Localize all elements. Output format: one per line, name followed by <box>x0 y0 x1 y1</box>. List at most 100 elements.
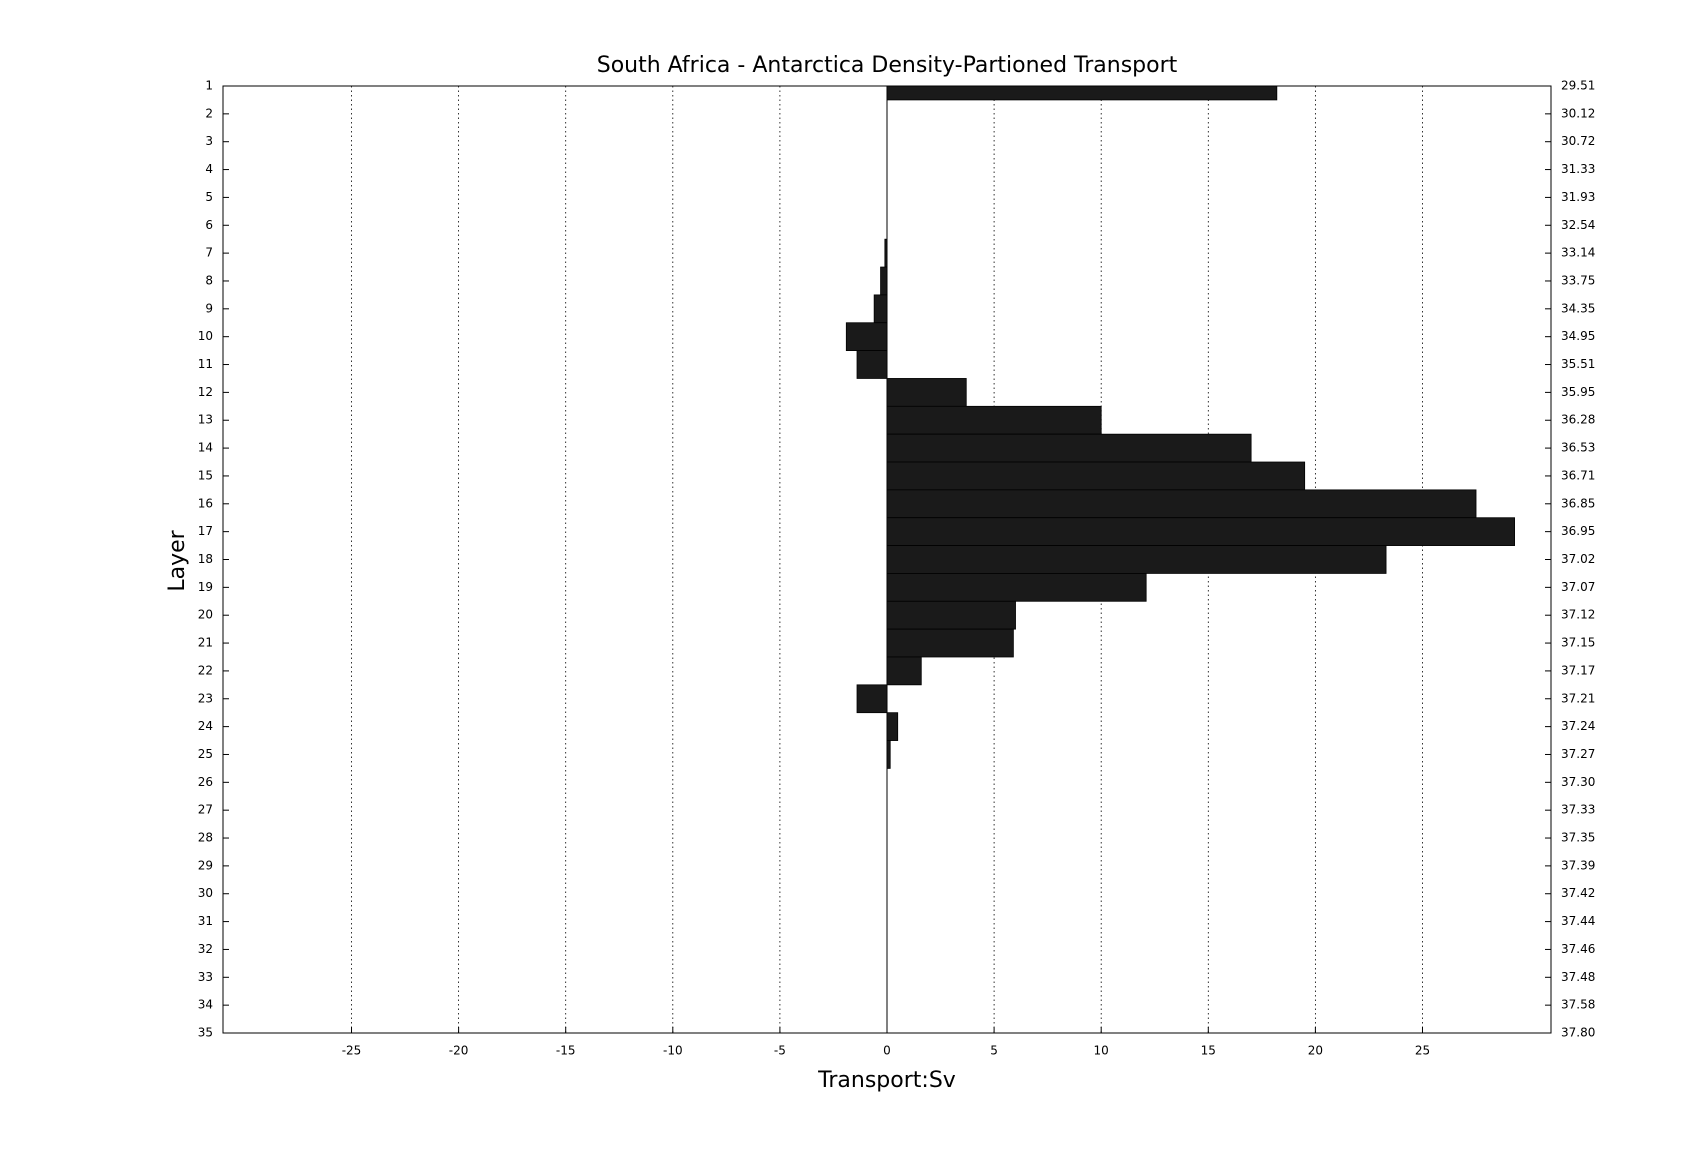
y-tick-label: 11 <box>198 357 213 371</box>
bar <box>886 628 1014 658</box>
y2-tick-label: 37.39 <box>1561 858 1595 872</box>
y-tick-label: 19 <box>198 580 213 594</box>
bar <box>856 350 888 379</box>
y-tick-label: 23 <box>198 691 213 705</box>
x-tick-label: 15 <box>1201 1044 1216 1058</box>
bar <box>886 433 1252 463</box>
y-tick-label: 35 <box>198 1026 213 1040</box>
bar <box>886 600 1016 630</box>
chart-title: South Africa - Antarctica Density-Partio… <box>597 53 1178 78</box>
y-tick-label: 5 <box>205 190 213 204</box>
y-tick-label: 14 <box>198 441 213 455</box>
y2-tick-label: 37.44 <box>1561 914 1595 928</box>
y2-tick-label: 36.71 <box>1561 468 1595 482</box>
y-tick-label: 26 <box>198 775 213 789</box>
y2-tick-label: 37.48 <box>1561 970 1595 984</box>
bar <box>886 573 1147 602</box>
y2-tick-label: 33.75 <box>1561 273 1595 287</box>
y2-tick-label: 30.12 <box>1561 106 1595 120</box>
y-tick-label: 27 <box>198 803 213 817</box>
y2-tick-label: 37.15 <box>1561 636 1595 650</box>
y2-tick-label: 37.24 <box>1561 719 1595 733</box>
y2-tick-label: 35.95 <box>1561 385 1595 399</box>
y-tick-label: 22 <box>198 663 213 677</box>
bar <box>886 712 899 741</box>
y2-tick-label: 37.42 <box>1561 886 1595 900</box>
y-tick-label: 34 <box>198 998 213 1012</box>
y2-tick-label: 36.28 <box>1561 413 1595 427</box>
bar <box>886 740 891 769</box>
y-tick-label: 29 <box>198 858 213 872</box>
y2-tick-label: 36.85 <box>1561 496 1595 510</box>
y2-tick-label: 37.30 <box>1561 775 1595 789</box>
y2-tick-label: 37.12 <box>1561 608 1595 622</box>
bar <box>880 266 888 296</box>
bars <box>845 86 1515 769</box>
y2-tick-label: 37.33 <box>1561 803 1595 817</box>
bar <box>886 545 1387 574</box>
y2-tick-label: 37.17 <box>1561 663 1595 677</box>
y2-tick-label: 36.53 <box>1561 441 1595 455</box>
x-tick-label: -10 <box>663 1044 683 1058</box>
y-tick-label: 20 <box>198 608 213 622</box>
bar <box>886 405 1102 435</box>
y-tick-label: 31 <box>198 914 213 928</box>
x-tick-label: 5 <box>990 1044 998 1058</box>
y2-tick-label: 36.95 <box>1561 524 1595 538</box>
x-tick-label: 25 <box>1415 1044 1430 1058</box>
y-tick-label: 16 <box>198 496 213 510</box>
y2-tick-label: 37.58 <box>1561 998 1595 1012</box>
y-tick-label: 8 <box>205 273 213 287</box>
y2-tick-label: 37.80 <box>1561 1026 1595 1040</box>
y-tick-label: 9 <box>205 301 213 315</box>
y-tick-label: 25 <box>198 747 213 761</box>
y2-tick-label: 29.51 <box>1561 79 1595 93</box>
y-tick-label: 17 <box>198 524 213 538</box>
y2-tick-label: 37.46 <box>1561 942 1595 956</box>
y2-tick-label: 37.21 <box>1561 691 1595 705</box>
y-tick-label: 33 <box>198 970 213 984</box>
bar <box>886 378 967 407</box>
y2-tick-label: 37.07 <box>1561 580 1595 594</box>
x-tick-label: -20 <box>449 1044 469 1058</box>
y2-tick-label: 35.51 <box>1561 357 1595 371</box>
y-tick-label: 2 <box>205 106 213 120</box>
x-tick-label: 0 <box>883 1044 891 1058</box>
y-tick-label: 15 <box>198 468 213 482</box>
y2-tick-label: 37.27 <box>1561 747 1595 761</box>
bar <box>886 489 1477 519</box>
y2-tick-label: 34.35 <box>1561 301 1595 315</box>
y2-tick-label: 34.95 <box>1561 329 1595 343</box>
x-tick-label: -25 <box>342 1044 362 1058</box>
bar <box>845 322 888 352</box>
bar <box>856 684 888 714</box>
y-tick-label: 4 <box>205 162 213 176</box>
y-tick-label: 24 <box>198 719 213 733</box>
bar <box>873 294 888 324</box>
x-axis-label: Transport:Sv <box>817 1068 956 1093</box>
bar <box>886 461 1306 491</box>
bar <box>886 517 1515 546</box>
y2-tick-label: 31.33 <box>1561 162 1595 176</box>
x-tick-label: -15 <box>556 1044 576 1058</box>
y-tick-label: 18 <box>198 552 213 566</box>
y-tick-label: 28 <box>198 831 213 845</box>
x-tick-label: -5 <box>774 1044 786 1058</box>
bar <box>886 656 922 686</box>
x-tick-label: 10 <box>1094 1044 1109 1058</box>
y2-tick-label: 30.72 <box>1561 134 1595 148</box>
y-tick-label: 7 <box>205 246 213 260</box>
y-tick-label: 32 <box>198 942 213 956</box>
y-axis-label: Layer <box>165 529 190 591</box>
y-tick-label: 6 <box>205 218 213 232</box>
y-tick-label: 3 <box>205 134 213 148</box>
x-tick-label: 20 <box>1308 1044 1323 1058</box>
y2-tick-label: 33.14 <box>1561 246 1595 260</box>
y-tick-label: 10 <box>198 329 213 343</box>
y-tick-label: 1 <box>205 79 213 93</box>
y-tick-label: 21 <box>198 636 213 650</box>
y2-tick-label: 37.02 <box>1561 552 1595 566</box>
y2-tick-label: 37.35 <box>1561 831 1595 845</box>
y-tick-label: 13 <box>198 413 213 427</box>
